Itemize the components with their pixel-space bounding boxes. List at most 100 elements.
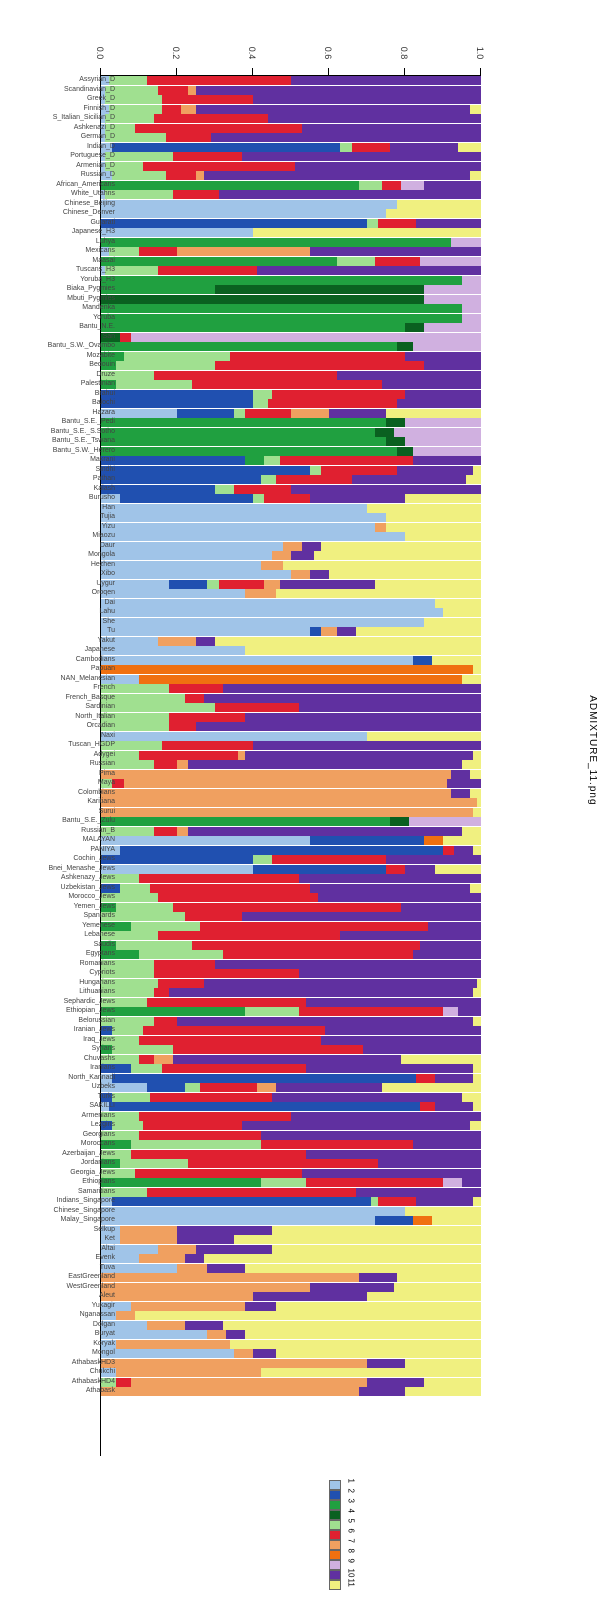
population-label: African_Americans xyxy=(56,180,115,189)
population-label: Papuan xyxy=(91,664,115,673)
bar-row xyxy=(101,114,481,123)
population-label: North_Kannadi xyxy=(68,1073,115,1082)
bar-row xyxy=(101,162,481,171)
segment xyxy=(101,789,451,798)
population-label: Japanese xyxy=(85,645,115,654)
population-label: Uzbekistan_Jews xyxy=(61,883,115,892)
segment xyxy=(302,124,481,133)
population-label: San xyxy=(103,332,115,341)
segment xyxy=(223,1321,481,1330)
legend-item: 2 xyxy=(238,1490,358,1500)
segment xyxy=(101,608,443,617)
segment xyxy=(120,1159,188,1168)
segment xyxy=(101,1007,245,1016)
segment xyxy=(363,1045,481,1054)
segment xyxy=(101,257,337,266)
segment xyxy=(272,1093,462,1102)
segment xyxy=(101,323,405,332)
population-label: Georgians xyxy=(83,1130,115,1139)
segment xyxy=(280,580,375,589)
bar-row xyxy=(101,846,481,855)
bar-row xyxy=(101,1359,481,1368)
bar-row xyxy=(101,570,481,579)
segment xyxy=(413,1216,432,1225)
bar-row xyxy=(101,1235,481,1244)
segment xyxy=(443,1178,462,1187)
segment xyxy=(321,542,481,551)
legend-item: 8 xyxy=(238,1550,358,1560)
segment xyxy=(424,323,481,332)
bar-row xyxy=(101,228,481,237)
population-label: Pathan xyxy=(93,474,115,483)
segment xyxy=(177,1235,234,1244)
bar-row xyxy=(101,1216,481,1225)
population-label: Adygei xyxy=(94,750,115,759)
segment xyxy=(158,1245,196,1254)
bar-row xyxy=(101,1292,481,1301)
segment xyxy=(101,314,462,323)
segment xyxy=(382,181,401,190)
segment xyxy=(291,1112,481,1121)
bar-row xyxy=(101,580,481,589)
segment xyxy=(173,152,241,161)
bar-row xyxy=(101,1387,481,1396)
segment xyxy=(310,570,329,579)
segment xyxy=(405,532,481,541)
segment xyxy=(245,1264,481,1273)
segment xyxy=(204,694,481,703)
bar-row xyxy=(101,95,481,104)
segment xyxy=(215,960,481,969)
segment xyxy=(135,1169,302,1178)
segment xyxy=(401,1055,481,1064)
population-label: NAN_Melanesian xyxy=(61,674,115,683)
population-label: North_Italian xyxy=(75,712,115,721)
population-label: Uzbeks xyxy=(92,1082,115,1091)
segment xyxy=(101,1207,405,1216)
segment xyxy=(405,437,481,446)
segment xyxy=(416,1197,473,1206)
bar-row xyxy=(101,323,481,332)
segment xyxy=(261,1178,307,1187)
segment xyxy=(188,827,462,836)
population-label: Chukchi xyxy=(90,1367,115,1376)
segment xyxy=(428,922,481,931)
population-label: Hezhen xyxy=(91,560,115,569)
population-label: Armenian_D xyxy=(76,161,115,170)
bar-row xyxy=(101,656,481,665)
segment xyxy=(272,551,291,560)
segment xyxy=(109,1102,421,1111)
segment xyxy=(295,162,481,171)
segment xyxy=(169,722,196,731)
segment xyxy=(101,665,473,674)
segment xyxy=(386,409,481,418)
segment xyxy=(359,1387,405,1396)
segment xyxy=(329,570,481,579)
population-label: Yemenese xyxy=(82,921,115,930)
legend-item: 10 xyxy=(238,1570,358,1580)
population-label: Bantu_S.E._Tswana xyxy=(52,436,115,445)
bar-row xyxy=(101,646,481,655)
segment xyxy=(356,627,481,636)
segment xyxy=(101,770,451,779)
population-label: Iraq_Jews xyxy=(83,1035,115,1044)
segment xyxy=(185,1254,204,1263)
segment xyxy=(101,836,310,845)
segment xyxy=(382,1083,481,1092)
segment xyxy=(397,466,473,475)
segment xyxy=(299,703,481,712)
segment xyxy=(116,1368,260,1377)
segment xyxy=(211,133,481,142)
segment xyxy=(101,1283,310,1292)
segment xyxy=(253,741,481,750)
segment xyxy=(101,656,413,665)
segment xyxy=(116,1340,230,1349)
segment xyxy=(139,1254,185,1263)
segment xyxy=(101,1273,359,1282)
bar-row xyxy=(101,1055,481,1064)
segment xyxy=(245,751,473,760)
segment xyxy=(101,504,367,513)
segment xyxy=(261,561,284,570)
segment xyxy=(386,513,481,522)
population-label: Makrani xyxy=(90,455,115,464)
segment xyxy=(397,200,481,209)
